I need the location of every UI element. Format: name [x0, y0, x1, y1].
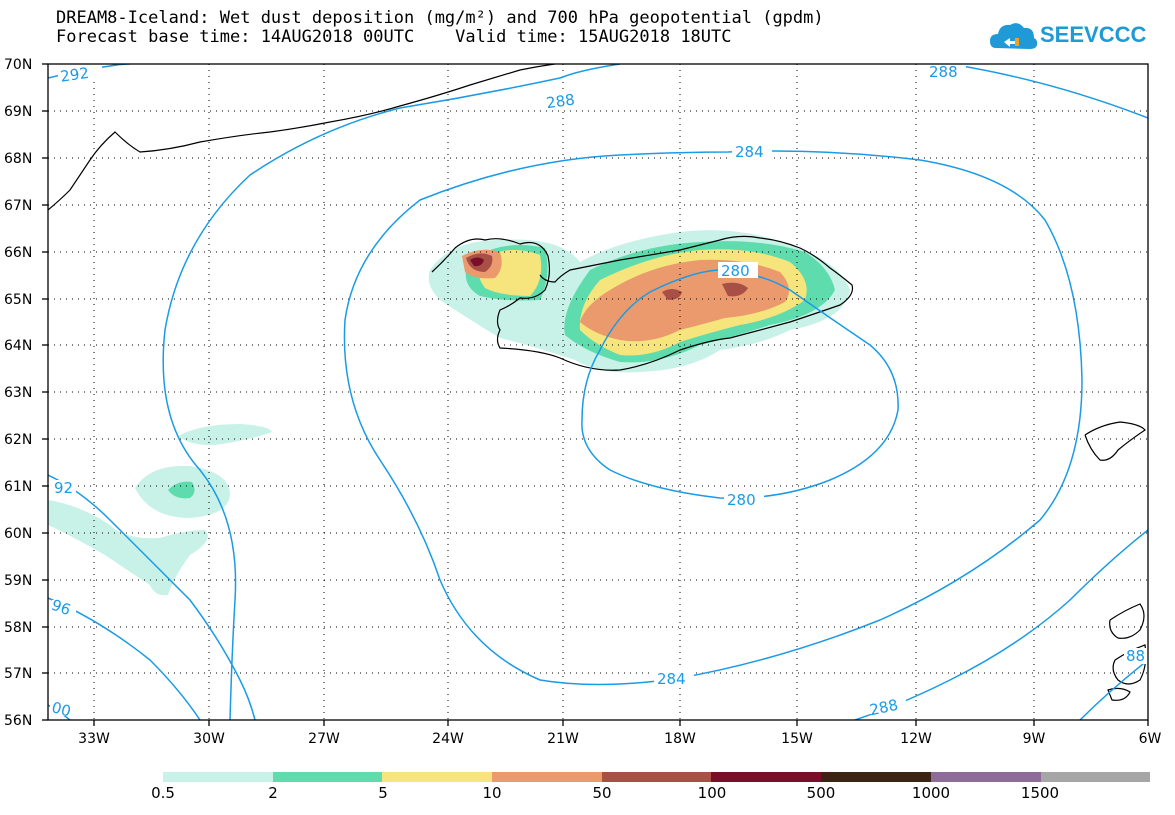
- legend-swatch: [711, 772, 822, 782]
- contour-label: 00: [50, 698, 73, 720]
- lat-label: 59N: [4, 573, 32, 589]
- lat-label: 69N: [4, 104, 32, 120]
- lat-label: 58N: [4, 620, 32, 636]
- legend-swatch: [163, 772, 273, 782]
- legend-swatch: [382, 772, 493, 782]
- contour-label: 288: [929, 63, 958, 81]
- lat-label: 68N: [4, 151, 32, 167]
- lat-label: 60N: [4, 526, 32, 542]
- lon-label: 6W: [1139, 731, 1162, 747]
- contour-label: 288: [545, 90, 576, 112]
- lat-label: 70N: [4, 57, 32, 73]
- contour-label: 284: [657, 670, 686, 688]
- legend-label: 5: [378, 784, 388, 802]
- legend-label: 100: [697, 784, 727, 802]
- lat-label: 56N: [4, 713, 32, 729]
- legend-swatch: [601, 772, 712, 782]
- lon-label: 9W: [1023, 731, 1046, 747]
- lat-label: 64N: [4, 338, 32, 354]
- legend-label: 1500: [1020, 784, 1060, 802]
- contour-label: 284: [735, 143, 764, 161]
- lon-label: 33W: [78, 731, 110, 747]
- contour-label: 280: [721, 262, 750, 280]
- cloud-icon: [990, 23, 1038, 49]
- geopotential-contours: [48, 64, 1148, 720]
- dust-deposition-field: [48, 230, 850, 596]
- tick-marks: [42, 63, 1149, 726]
- lat-label: 62N: [4, 432, 32, 448]
- contour-label: 280: [727, 491, 756, 509]
- lon-label: 21W: [547, 731, 579, 747]
- legend-swatch: [492, 772, 602, 782]
- lat-label: 65N: [4, 292, 32, 308]
- lon-label: 24W: [432, 731, 464, 747]
- legend-label: 1000: [911, 784, 951, 802]
- lon-label: 12W: [900, 731, 932, 747]
- contour-label: 288: [868, 696, 900, 720]
- contour-label: 92: [54, 479, 73, 497]
- map-frame: [47, 63, 1149, 721]
- lon-label: 27W: [308, 731, 340, 747]
- lon-label: 18W: [664, 731, 696, 747]
- logo-text: SEEVCCC: [1040, 22, 1147, 47]
- longitude-labels: 33W 30W 27W 24W 21W 18W 15W 12W 9W 6W: [78, 731, 1161, 747]
- lat-label: 57N: [4, 666, 32, 682]
- lat-label: 66N: [4, 245, 32, 261]
- lat-label: 63N: [4, 385, 32, 401]
- contour-labels: 292 288 288 284 280 280 284 288 92 96 00…: [49, 63, 1148, 721]
- color-legend: [163, 772, 1151, 782]
- lat-label: 67N: [4, 198, 32, 214]
- coastlines: [48, 64, 1147, 701]
- lon-label: 15W: [781, 731, 813, 747]
- legend-label: 2: [268, 784, 278, 802]
- legend-swatch: [1040, 772, 1151, 782]
- legend-label: 500: [806, 784, 836, 802]
- legend-label: 10: [482, 784, 502, 802]
- contour-label: 96: [49, 596, 73, 619]
- legend-swatch: [272, 772, 383, 782]
- latitude-labels: 70N 69N 68N 67N 66N 65N 64N 63N 62N 61N …: [4, 57, 32, 729]
- map-subtitle: Forecast base time: 14AUG2018 00UTC Vali…: [56, 27, 732, 47]
- graticule: [48, 64, 1148, 720]
- legend-label: 0.5: [151, 784, 175, 802]
- lon-label: 30W: [193, 731, 225, 747]
- contour-label: 88: [1126, 647, 1145, 665]
- legend-swatch: [821, 772, 931, 782]
- lat-label: 61N: [4, 479, 32, 495]
- contour-label: 292: [59, 64, 90, 86]
- legend-label: 50: [592, 784, 612, 802]
- map-title: DREAM8-Iceland: Wet dust deposition (mg/…: [56, 8, 824, 28]
- legend-swatch: [930, 772, 1041, 782]
